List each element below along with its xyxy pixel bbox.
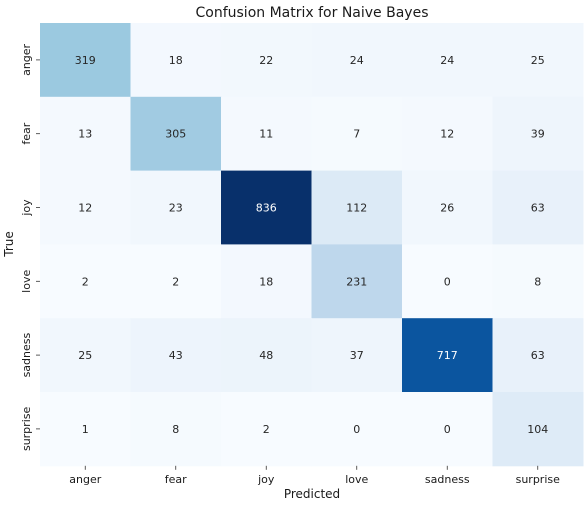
y-tick-label: sadness bbox=[20, 333, 33, 378]
cell-value-label: 22 bbox=[259, 54, 273, 67]
x-tick-label: joy bbox=[257, 473, 275, 486]
cell-value-label: 0 bbox=[444, 275, 451, 288]
cell-value-label: 63 bbox=[531, 202, 545, 215]
cell-value-label: 63 bbox=[531, 349, 545, 362]
x-tick-label: love bbox=[345, 473, 368, 486]
cell-value-label: 8 bbox=[534, 275, 541, 288]
y-tick-label: anger bbox=[20, 43, 33, 75]
heatmap-cell bbox=[40, 170, 131, 245]
heatmap-cell bbox=[492, 392, 584, 467]
heatmap-cell bbox=[492, 23, 584, 98]
heatmap-cell bbox=[402, 244, 493, 319]
heatmap-cell bbox=[492, 318, 584, 393]
heatmap-cell bbox=[40, 318, 131, 393]
cell-value-label: 305 bbox=[165, 128, 186, 141]
cell-value-label: 24 bbox=[440, 54, 454, 67]
heatmap-cell bbox=[492, 96, 584, 172]
x-tick-label: surprise bbox=[516, 473, 561, 486]
cell-value-label: 836 bbox=[256, 202, 277, 215]
cell-value-label: 319 bbox=[75, 54, 96, 67]
cell-value-label: 2 bbox=[263, 423, 270, 436]
y-tick-label: fear bbox=[20, 122, 33, 144]
cell-value-label: 0 bbox=[444, 423, 451, 436]
heatmap-cell bbox=[402, 170, 493, 245]
heatmap-cell bbox=[40, 244, 131, 319]
x-tick-label: fear bbox=[165, 473, 187, 486]
heatmap-cell bbox=[311, 23, 403, 98]
cell-value-label: 25 bbox=[531, 54, 545, 67]
cell-value-label: 48 bbox=[259, 349, 273, 362]
y-tick-label: love bbox=[20, 270, 33, 293]
x-tick-label: anger bbox=[69, 473, 101, 486]
cell-value-label: 112 bbox=[346, 202, 367, 215]
heatmap-cell bbox=[402, 23, 493, 98]
cell-value-label: 18 bbox=[259, 275, 273, 288]
x-axis-ticks: anger fear joy love sadness surprise bbox=[69, 465, 561, 486]
heatmap-cell bbox=[311, 244, 403, 319]
cell-value-label: 231 bbox=[346, 275, 367, 288]
cell-value-label: 13 bbox=[78, 128, 92, 141]
heatmap-cell bbox=[221, 392, 312, 467]
heatmap-cell bbox=[492, 170, 584, 245]
cell-value-label: 0 bbox=[353, 423, 360, 436]
cell-value-label: 104 bbox=[527, 423, 548, 436]
heatmap-cell bbox=[492, 244, 584, 319]
x-axis-label: Predicted bbox=[284, 487, 340, 501]
heatmap-cell bbox=[40, 96, 131, 172]
heatmap-cell bbox=[311, 318, 403, 393]
heatmap-cell bbox=[311, 170, 403, 245]
heatmap-cell bbox=[402, 392, 493, 467]
heatmap-cell bbox=[130, 318, 222, 393]
heatmap-cell bbox=[221, 244, 312, 319]
cell-value-label: 23 bbox=[169, 202, 183, 215]
cell-value-label: 12 bbox=[440, 128, 454, 141]
cell-value-label: 39 bbox=[531, 128, 545, 141]
heatmap-cell bbox=[221, 170, 312, 245]
cell-value-label: 26 bbox=[440, 202, 454, 215]
cell-value-label: 11 bbox=[259, 128, 273, 141]
cell-value-label: 8 bbox=[172, 423, 179, 436]
y-axis-ticks: anger fear joy love sadness surprise bbox=[20, 43, 40, 451]
heatmap-cell bbox=[130, 23, 222, 98]
chart-title: Confusion Matrix for Naive Bayes bbox=[196, 5, 429, 21]
heatmap-cell bbox=[221, 96, 312, 172]
cell-value-label: 7 bbox=[353, 128, 360, 141]
heatmap-cell bbox=[221, 318, 312, 393]
x-tick-label: sadness bbox=[425, 473, 470, 486]
y-tick-label: joy bbox=[20, 199, 33, 217]
cell-value-label: 717 bbox=[437, 349, 458, 362]
cell-value-label: 37 bbox=[350, 349, 364, 362]
heatmap-cell bbox=[40, 392, 131, 467]
heatmap-cell bbox=[402, 96, 493, 172]
heatmap-cell bbox=[311, 392, 403, 467]
heatmap-cell bbox=[130, 392, 222, 467]
cell-value-label: 2 bbox=[172, 275, 179, 288]
heatmap-cell bbox=[402, 318, 493, 393]
heatmap-cell bbox=[130, 244, 222, 319]
heatmap-cell bbox=[130, 170, 222, 245]
y-axis-label: True bbox=[2, 231, 16, 258]
heatmap-cell bbox=[40, 23, 131, 98]
cell-value-label: 25 bbox=[78, 349, 92, 362]
heatmap-cell bbox=[221, 23, 312, 98]
y-tick-label: surprise bbox=[20, 407, 33, 452]
cell-value-label: 12 bbox=[78, 202, 92, 215]
heatmap-cell bbox=[130, 96, 222, 172]
heatmap-cell bbox=[311, 96, 403, 172]
cell-value-label: 1 bbox=[82, 423, 89, 436]
cell-value-label: 2 bbox=[82, 275, 89, 288]
cell-value-label: 24 bbox=[350, 54, 364, 67]
cell-value-label: 18 bbox=[169, 54, 183, 67]
cell-value-label: 43 bbox=[169, 349, 183, 362]
